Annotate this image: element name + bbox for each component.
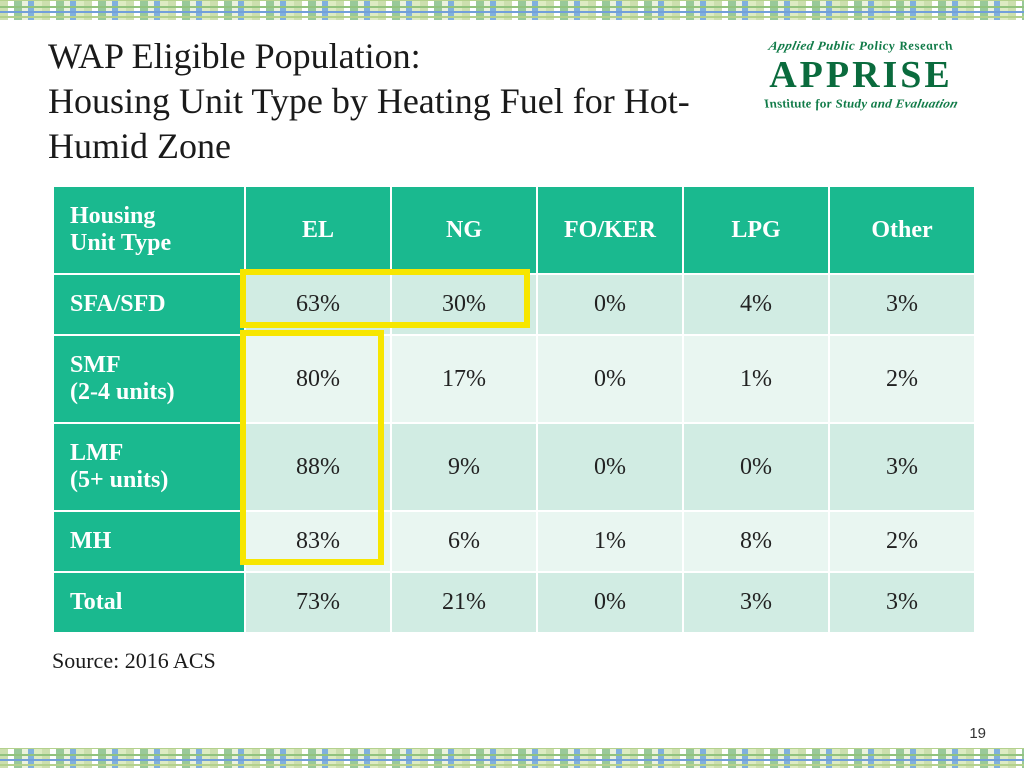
- slide-content: WAP Eligible Population:Housing Unit Typ…: [0, 20, 1024, 748]
- table-cell: 83%: [246, 512, 390, 571]
- table-cell: 6%: [392, 512, 536, 571]
- col-header-rowlabel: HousingUnit Type: [54, 187, 244, 273]
- table-cell: 88%: [246, 424, 390, 510]
- source-note: Source: 2016 ACS: [52, 648, 976, 674]
- row-header: Total: [54, 573, 244, 632]
- slide-title: WAP Eligible Population:Housing Unit Typ…: [48, 34, 736, 169]
- table-cell: 0%: [684, 424, 828, 510]
- col-header: Other: [830, 187, 974, 273]
- table-cell: 73%: [246, 573, 390, 632]
- table-cell: 8%: [684, 512, 828, 571]
- decorative-border-top: [0, 0, 1024, 20]
- col-header: LPG: [684, 187, 828, 273]
- logo-arc-top: Applied Public Policy Research: [743, 39, 979, 54]
- title-row: WAP Eligible Population:Housing Unit Typ…: [48, 34, 976, 169]
- table-cell: 3%: [830, 424, 974, 510]
- table-cell: 9%: [392, 424, 536, 510]
- table-row: LMF(5+ units)88%9%0%0%3%: [54, 424, 974, 510]
- table-cell: 30%: [392, 275, 536, 334]
- table-cell: 0%: [538, 275, 682, 334]
- logo-main-text: APPRISE: [746, 56, 976, 94]
- row-header: SMF(2-4 units): [54, 336, 244, 422]
- table-cell: 1%: [684, 336, 828, 422]
- table-cell: 1%: [538, 512, 682, 571]
- col-header: EL: [246, 187, 390, 273]
- row-header: SFA/SFD: [54, 275, 244, 334]
- col-header: NG: [392, 187, 536, 273]
- logo-arc-bottom: Institute for Study and Evaluation: [743, 96, 979, 111]
- table-row: SFA/SFD63%30%0%4%3%: [54, 275, 974, 334]
- table-cell: 63%: [246, 275, 390, 334]
- apprise-logo: Applied Public Policy Research APPRISE I…: [746, 34, 976, 112]
- table-cell: 0%: [538, 336, 682, 422]
- table-cell: 21%: [392, 573, 536, 632]
- table-cell: 4%: [684, 275, 828, 334]
- table-container: HousingUnit TypeELNGFO/KERLPGOtherSFA/SF…: [52, 185, 976, 634]
- table-cell: 80%: [246, 336, 390, 422]
- table-cell: 2%: [830, 512, 974, 571]
- table-row: SMF(2-4 units)80%17%0%1%2%: [54, 336, 974, 422]
- table-cell: 0%: [538, 424, 682, 510]
- table-cell: 3%: [830, 275, 974, 334]
- page-number: 19: [969, 725, 986, 742]
- data-table: HousingUnit TypeELNGFO/KERLPGOtherSFA/SF…: [52, 185, 976, 634]
- row-header: MH: [54, 512, 244, 571]
- table-cell: 3%: [684, 573, 828, 632]
- decorative-border-bottom: [0, 748, 1024, 768]
- table-cell: 17%: [392, 336, 536, 422]
- col-header: FO/KER: [538, 187, 682, 273]
- row-header: LMF(5+ units): [54, 424, 244, 510]
- table-cell: 0%: [538, 573, 682, 632]
- table-cell: 3%: [830, 573, 974, 632]
- table-row: Total73%21%0%3%3%: [54, 573, 974, 632]
- table-row: MH83%6%1%8%2%: [54, 512, 974, 571]
- table-cell: 2%: [830, 336, 974, 422]
